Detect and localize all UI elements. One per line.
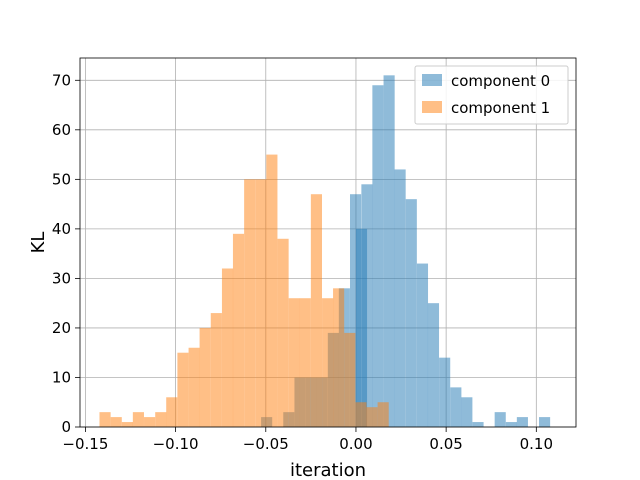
x-tick-label: 0.00 [339, 435, 372, 453]
histogram-bar-series-0 [372, 85, 384, 427]
x-tick-label: 0.05 [429, 435, 462, 453]
histogram-bar-series-1 [299, 298, 311, 427]
histogram-bar-series-0 [472, 422, 484, 427]
plot-frame [79, 57, 577, 428]
x-tick-label: −0.05 [243, 435, 289, 453]
x-tick-label: 0.10 [520, 435, 553, 453]
histogram-bar-series-0 [416, 263, 429, 427]
legend-swatch [422, 101, 442, 113]
histogram-bar-series-1 [188, 347, 200, 427]
histogram-bar-series-0 [450, 387, 462, 427]
legend: component 0 component 1 [414, 65, 569, 125]
histogram-bar-series-0 [361, 184, 373, 427]
histogram-bar-series-1 [366, 407, 378, 427]
histogram-bar-series-1 [99, 412, 111, 427]
histogram-bar-series-0 [383, 75, 395, 427]
histogram-bar-series-1 [221, 268, 234, 427]
histogram-bar-series-0 [461, 397, 473, 427]
histogram-bar-series-1 [177, 352, 189, 427]
histogram-bar-series-1 [333, 288, 345, 427]
x-tick-label: −0.15 [62, 435, 108, 453]
histogram-bar-series-0 [505, 422, 517, 427]
legend-box [414, 65, 569, 125]
histogram-bar-series-0 [394, 169, 406, 428]
histogram-bar-series-1 [132, 412, 144, 427]
histogram-bar-series-1 [288, 298, 300, 427]
histogram-bar-series-1 [166, 397, 178, 427]
y-tick-label: 20 [52, 319, 71, 337]
y-axis-label: KL [28, 232, 49, 254]
histogram-bar-series-0 [516, 417, 528, 427]
y-tick-label: 60 [52, 121, 71, 139]
y-tick-label: 0 [61, 418, 71, 436]
histogram-bar-series-1 [322, 298, 334, 427]
histogram-bar-series-1 [155, 412, 167, 427]
histogram-bar-series-1 [255, 179, 267, 427]
histogram-bars [99, 75, 551, 428]
histogram-bar-series-0 [539, 417, 551, 427]
histogram-bar-series-0 [439, 357, 451, 427]
histogram-bar-series-1 [310, 194, 322, 427]
y-tick-label: 10 [52, 368, 71, 386]
histogram-bar-series-1 [355, 402, 367, 427]
y-tick-label: 30 [52, 269, 71, 287]
histogram-bar-series-1 [377, 402, 389, 427]
axis-ticks: −0.15 −0.10 −0.05 0.00 0.05 0.10 0 10 20 30 40 50 60… [52, 71, 553, 453]
legend-swatch [422, 74, 442, 86]
y-tick-label: 50 [52, 170, 71, 188]
histogram-bar-series-1 [344, 332, 356, 427]
histogram-bar-series-1 [210, 313, 222, 427]
histogram-bar-series-1 [277, 238, 289, 427]
y-tick-label: 40 [52, 220, 71, 238]
histogram-bar-series-1 [244, 179, 256, 427]
x-axis-label: iteration [290, 460, 366, 480]
y-tick-label: 70 [52, 71, 71, 89]
histogram-bar-series-0 [405, 199, 417, 427]
histogram-bar-series-1 [144, 417, 156, 427]
histogram-bar-series-1 [232, 233, 245, 427]
legend-label: component 0 [451, 72, 550, 90]
histogram-bar-series-1 [110, 417, 122, 427]
x-tick-label: −0.10 [153, 435, 199, 453]
histogram-bar-series-0 [350, 194, 362, 427]
histogram-bar-series-1 [121, 422, 133, 427]
histogram-bar-series-0 [427, 303, 440, 427]
legend-label: component 1 [451, 99, 550, 117]
histogram-bar-series-1 [266, 154, 278, 427]
histogram-bar-series-1 [199, 327, 211, 427]
histogram-bar-series-0 [494, 412, 506, 427]
